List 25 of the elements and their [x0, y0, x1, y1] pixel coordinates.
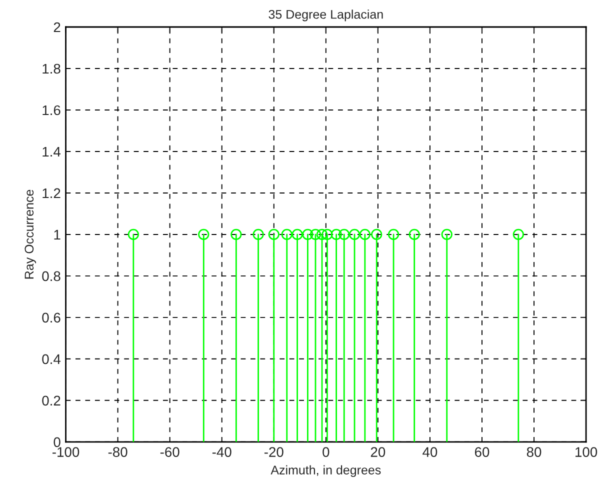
x-tick-label: 60: [474, 447, 490, 457]
y-tick-label: 0: [54, 437, 60, 448]
y-tick-label: 1.2: [42, 188, 60, 198]
y-tick-label: 2: [54, 22, 60, 32]
x-tick-label: -100: [52, 447, 80, 457]
x-tick-label: -40: [212, 447, 232, 457]
y-tick-label: 0.4: [42, 354, 61, 364]
x-tick-label: -20: [264, 447, 284, 457]
x-tick-label: 0: [322, 447, 330, 457]
y-tick-label: 1.8: [42, 64, 60, 74]
x-tick-label: 20: [370, 447, 386, 457]
x-tick-label: -60: [160, 447, 180, 457]
chart-title: 35 Degree Laplacian: [268, 10, 383, 22]
x-axis-title: Azimuth, in degrees: [270, 465, 381, 477]
y-tick-label: 0.6: [42, 312, 60, 323]
x-tick-label: -80: [108, 447, 128, 457]
y-tick-label: 0.2: [42, 396, 60, 406]
x-tick-label: 100: [576, 447, 598, 457]
y-tick-label: 1.6: [42, 105, 60, 116]
y-tick-label: 1: [54, 230, 60, 240]
y-tick-label: 1.4: [42, 146, 61, 157]
x-tick-label: 80: [526, 447, 542, 457]
y-tick-label: 0.8: [42, 271, 60, 282]
y-axis-title: Ray Occurrence: [24, 190, 36, 279]
x-tick-label: 40: [422, 447, 438, 457]
